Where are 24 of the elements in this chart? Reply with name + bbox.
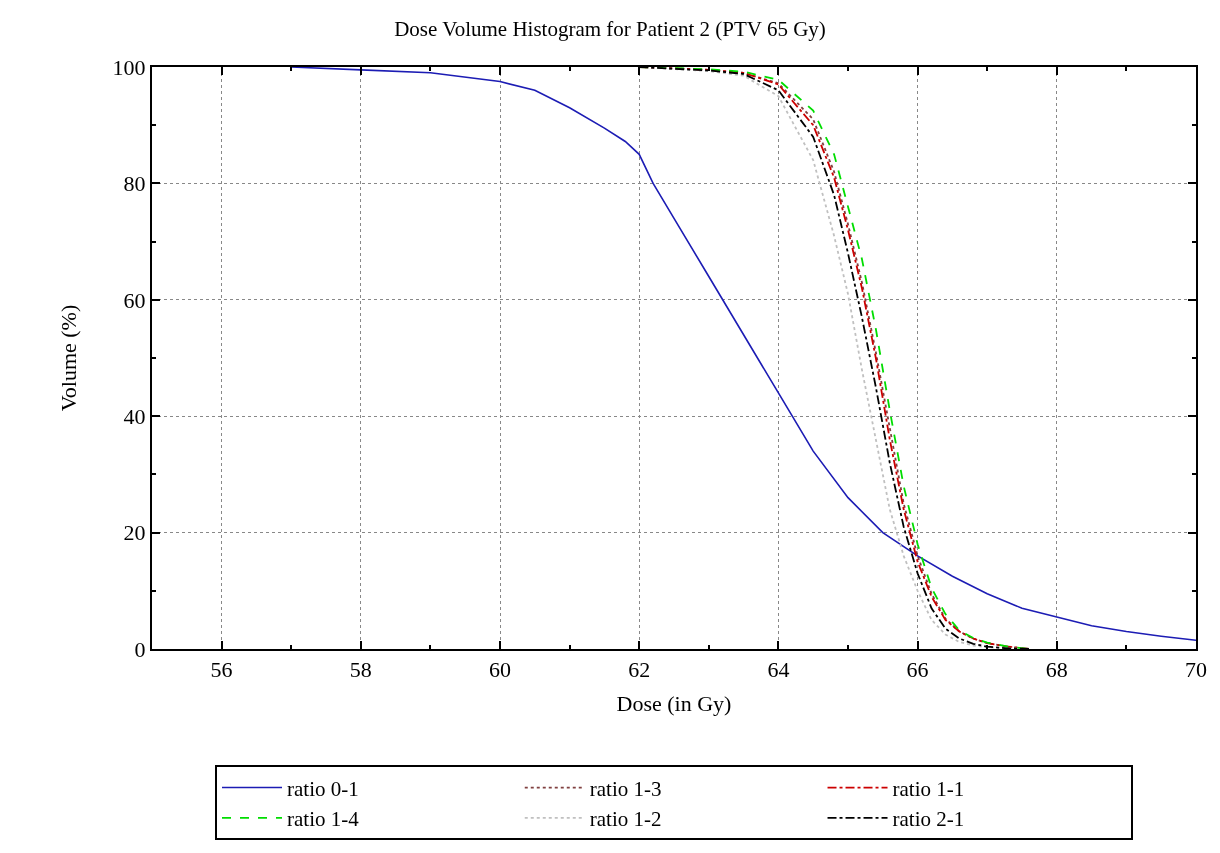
y-tick-label: 80 — [123, 171, 146, 197]
x-tick-label: 58 — [349, 657, 372, 683]
legend-label: ratio 1-4 — [287, 807, 360, 832]
x-axis-title: Dose (in Gy) — [616, 690, 732, 716]
y-tick-label: 100 — [112, 54, 146, 80]
legend-label: ratio 0-1 — [287, 776, 359, 801]
y-tick-label: 0 — [134, 636, 146, 662]
y-axis-title: Volume (%) — [55, 304, 81, 412]
y-tick-label: 60 — [123, 287, 146, 313]
x-tick-label: 66 — [906, 657, 929, 683]
x-tick-label: 70 — [1185, 657, 1207, 683]
x-tick-label: 62 — [628, 657, 651, 683]
chart-title: Dose Volume Histogram for Patient 2 (PTV 65 Gy) — [394, 17, 826, 42]
y-tick-label: 20 — [123, 520, 146, 546]
legend-label: ratio 1-2 — [589, 807, 662, 832]
x-tick-label: 68 — [1045, 657, 1068, 683]
x-tick-label: 60 — [489, 657, 511, 683]
legend-label: ratio 1-3 — [589, 776, 662, 801]
x-tick-label: 56 — [210, 657, 233, 683]
legend-label: ratio 2-1 — [892, 807, 965, 832]
legend-label: ratio 1-1 — [892, 776, 965, 801]
line-series — [290, 67, 1196, 642]
x-tick-label: 64 — [767, 657, 790, 683]
y-tick-label: 40 — [123, 403, 146, 429]
